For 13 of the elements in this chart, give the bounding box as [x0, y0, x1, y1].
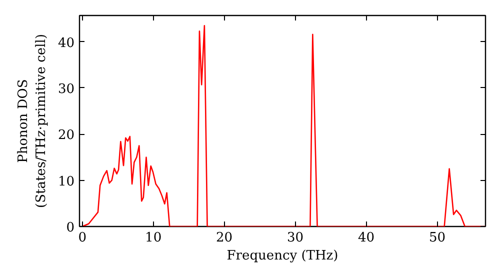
x-tick-label: 40: [358, 230, 375, 246]
y-tick-label: 40: [58, 36, 75, 51]
y-tick-label: 20: [58, 128, 75, 144]
x-tick-label: 50: [428, 230, 446, 246]
x-tick-label: 20: [216, 230, 233, 246]
x-axis-title: Frequency (THz): [226, 248, 338, 264]
y-tick-label: 0: [66, 220, 75, 236]
x-tick-label: 0: [78, 230, 86, 246]
y-axis-title: Phonon DOS (States/THz·primitive cell): [16, 34, 49, 208]
x-tick-label: 30: [287, 230, 304, 246]
y-tick-label: 30: [58, 82, 75, 97]
x-tick-label: 10: [145, 230, 162, 246]
y-tick-label: 10: [58, 174, 75, 190]
